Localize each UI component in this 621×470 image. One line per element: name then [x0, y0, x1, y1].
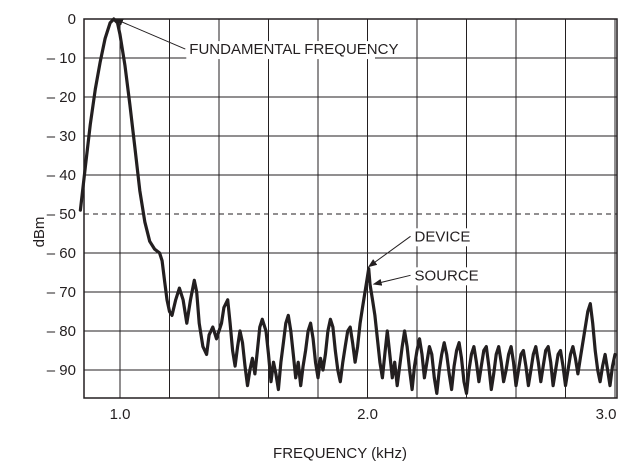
annotation-label-bg — [411, 267, 470, 286]
annotation-arrow — [114, 18, 186, 50]
y-tick-label: – 90 — [47, 362, 76, 379]
reference-lines — [84, 19, 617, 398]
y-tick-label: – 30 — [47, 128, 76, 145]
y-tick-label: – 70 — [47, 284, 76, 301]
x-tick-label: 1.0 — [110, 406, 131, 423]
annotation-label: SOURCE — [415, 267, 479, 284]
annotation-arrow — [372, 274, 411, 286]
y-tick-label: – 40 — [47, 167, 76, 184]
grid — [84, 19, 617, 398]
x-axis-label: FREQUENCY (kHz) — [273, 445, 407, 462]
annotation-arrow — [367, 235, 411, 268]
annotations: FUNDAMENTAL FREQUENCY DEVICE SOURCE — [114, 18, 479, 286]
annotation-label-bg — [186, 41, 375, 60]
spectrum-series-line — [78, 17, 617, 395]
y-tick-labels: 0 – 10 – 20 – 30 – 40 – 50 – 60 – 70 – 80 – 90 — [47, 11, 76, 379]
annotation-label: FUNDAMENTAL FREQUENCY — [189, 41, 398, 58]
y-tick-label: – 20 — [47, 89, 76, 106]
y-tick-label: – 80 — [47, 323, 76, 340]
plot-frame — [83, 18, 618, 399]
y-axis-label: dBm — [31, 217, 48, 248]
x-tick-label: 3.0 — [596, 406, 617, 423]
annotation-label: DEVICE — [415, 228, 471, 245]
y-tick-label: – 50 — [47, 206, 76, 223]
y-tick-label: 0 — [68, 11, 76, 28]
x-tick-labels: 1.0 2.0 3.0 — [110, 406, 617, 423]
annotation-label-bg — [411, 228, 470, 247]
series-layer — [78, 17, 617, 395]
x-tick-label: 2.0 — [357, 406, 378, 423]
y-tick-label: – 60 — [47, 245, 76, 262]
y-tick-label: – 10 — [47, 50, 76, 67]
